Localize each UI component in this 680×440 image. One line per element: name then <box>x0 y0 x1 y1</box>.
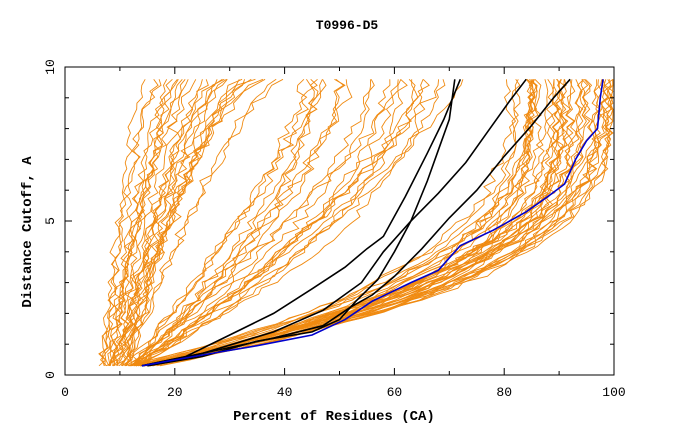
x-tick-label: 100 <box>602 385 625 400</box>
y-tick-label: 0 <box>43 371 58 379</box>
x-tick-label: 60 <box>387 385 403 400</box>
chart-title: T0996-D5 <box>316 18 379 33</box>
background-model-line <box>120 78 266 367</box>
background-model-line <box>143 79 539 367</box>
background-model-line <box>140 79 538 367</box>
background-model-line <box>131 78 430 367</box>
series-line-model-highlight-2 <box>141 78 527 367</box>
background-model-line <box>126 78 319 366</box>
background-model-line <box>135 79 464 367</box>
series-line-model-highlight-4 <box>147 79 456 367</box>
background-model-line <box>133 79 424 367</box>
background-model-line <box>98 79 146 366</box>
background-model-line <box>113 79 218 367</box>
background-model-line <box>148 79 609 367</box>
background-model-line <box>135 79 391 367</box>
background-model-line <box>134 79 521 367</box>
background-model-line <box>113 79 197 366</box>
background-model-line <box>125 78 284 367</box>
background-model-line <box>134 79 440 367</box>
x-tick-label: 0 <box>61 385 69 400</box>
series-line-model-highlight-1 <box>141 78 462 367</box>
background-model-line <box>135 78 416 367</box>
background-model-line <box>125 79 375 367</box>
background-model-line <box>133 79 327 367</box>
y-tick-label: 5 <box>43 217 58 225</box>
background-model-line <box>131 78 346 367</box>
background-model-line <box>121 78 243 367</box>
background-model-line <box>131 79 323 367</box>
y-axis-ticks: 0 5 10 <box>43 59 614 379</box>
x-axis-ticks: 0 20 40 60 80 100 <box>61 67 626 400</box>
y-axis-label: Distance Cutoff, A <box>20 156 36 308</box>
background-model-line <box>106 79 189 367</box>
background-model-line <box>152 79 614 367</box>
background-model-line <box>108 79 183 366</box>
background-model-line <box>99 79 162 367</box>
background-model-line <box>144 78 593 367</box>
background-model-line <box>133 78 345 367</box>
background-model-line <box>109 79 209 366</box>
background-model-line <box>124 78 318 367</box>
background-model-line <box>139 79 404 367</box>
x-tick-label: 40 <box>277 385 293 400</box>
background-model-line <box>132 78 408 367</box>
background-model-line <box>129 79 446 367</box>
background-model-line <box>147 79 609 367</box>
background-model-line <box>118 78 277 367</box>
x-tick-label: 20 <box>167 385 183 400</box>
background-model-line <box>116 78 227 367</box>
background-model-line <box>138 79 517 367</box>
x-axis-label: Percent of Residues (CA) <box>233 409 435 425</box>
plot-area <box>98 78 614 367</box>
background-model-line <box>143 78 614 367</box>
background-model-line <box>127 79 399 367</box>
background-model-line <box>159 79 614 367</box>
series-line-model-best <box>141 79 604 367</box>
series-line-model-highlight-3 <box>141 78 571 367</box>
background-model-line <box>147 78 587 367</box>
background-model-line <box>149 79 612 367</box>
background-model-line <box>107 79 186 366</box>
background-model-line <box>150 78 589 367</box>
background-model-curves <box>98 78 614 367</box>
y-tick-label: 10 <box>43 59 58 75</box>
highlight-model-curves <box>141 78 604 367</box>
background-model-line <box>130 78 308 367</box>
x-tick-label: 80 <box>496 385 512 400</box>
